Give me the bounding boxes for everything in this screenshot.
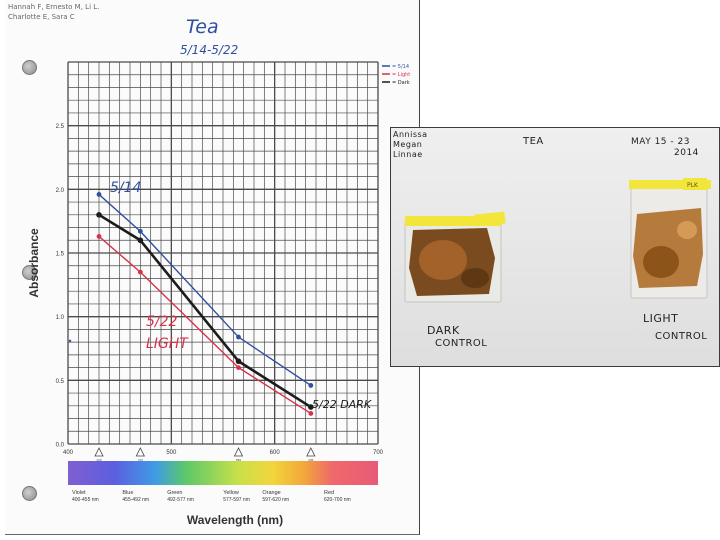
legend-entry: = Dark [392,80,410,86]
spectrum-band-range: 597-620 nm [262,497,289,503]
series-label-light: 5/22 [146,314,178,330]
x-tick-label: 400 [63,450,74,456]
spectrum-band-range: 577-597 nm [223,497,250,503]
y-tick-label: 1.0 [56,315,65,321]
data-point [308,411,314,416]
light-label-line1: LIGHT [643,312,679,325]
light-control-bag: PLK [629,178,711,299]
spectrum-band-range: 492-577 nm [167,497,194,503]
series-line-2 [98,235,312,415]
spectrum-band-range: 400-455 nm [72,497,99,503]
spectrum-band-name: Orange [262,490,280,496]
photo-date: MAY 15 - 23 [631,137,690,147]
data-point [308,383,314,388]
wavelength-marker-icon [233,447,244,457]
y-tick-label: 0.0 [56,443,65,449]
data-point [137,237,144,244]
spectrum-band-name: Blue [122,490,133,496]
chart-legend: = 5/14 = Light = Dark [382,64,410,86]
x-axis-label: Wavelength (nm) [187,513,283,527]
y-axis-label: Absorbance [27,228,41,298]
dark-control-bag [404,211,506,303]
wavelength-marker-icon [135,447,145,457]
wavelength-marker-label: 635 [308,458,313,462]
spectrum-band-name: Green [167,490,182,496]
y-tick-label: 2.0 [56,188,65,194]
data-point [236,334,241,340]
data-point [308,404,314,410]
chart-grid [67,61,379,445]
dark-label-line1: DARK [427,324,460,337]
worksheet-date-range: 5/14-5/22 [180,43,239,57]
chart-axes: 0.0 0.5 1.0 1.5 2.0 2.5 400 500 600 700 Absorbance… [27,124,384,527]
binder-hole [22,60,37,75]
photo-name-1: Annissa [393,130,428,139]
spectrum-band-range: 455-492 nm [122,497,149,503]
spectrum-color-bar [68,461,378,485]
chart-series: 5/14 5/22 LIGHT 5/22 DARK [68,180,372,416]
binder-hole [22,265,37,280]
wavelength-marker-label: 470 [138,458,143,462]
legend-entry: = 5/14 [392,64,409,70]
y-tick-label: 1.5 [56,252,65,258]
data-point [236,365,241,370]
light-label-line2: CONTROL [655,331,708,342]
series-line-3 [98,213,312,409]
x-tick-label: 700 [373,450,384,456]
spectrum-band-name: Yellow [223,490,239,496]
dark-label-line2: CONTROL [435,338,488,349]
stray-data-point [68,339,72,343]
worksheet-title: Tea [186,16,219,38]
student-names-line1: Hannah F, Ernesto M, Li L. [8,3,100,11]
data-point [235,358,242,365]
tea-bags-photo: Annissa Megan Linnae TEA MAY 15 - 23 201… [390,127,720,367]
student-names-line2: Charlotte E, Sara C [8,13,75,21]
data-point [96,192,102,197]
wavelength-marker-label: 565 [236,458,241,462]
wavelength-marker-icon [94,447,104,457]
photo-name-2: Megan [393,140,423,149]
tea-bags-illustration: PLK [404,178,711,303]
data-point [96,212,102,218]
photo-name-3: Linnae [393,150,423,159]
spectrum-band-range: 620-700 nm [324,497,351,503]
data-point [96,234,102,239]
y-tick-label: 0.5 [56,379,65,385]
photo-title: TEA [523,136,544,147]
series-line-1 [98,193,312,387]
y-tick-label: 2.5 [56,124,65,130]
series-label-514: 5/14 [110,180,141,196]
spectrum-band-name: Violet [72,490,86,496]
spectrum-band-name: Red [324,490,334,496]
x-tick-label: 600 [270,450,281,456]
binder-hole [22,486,37,501]
wavelength-marker-label: 430 [96,458,101,462]
photo-year: 2014 [674,148,699,158]
bag-tag-text: PLK [687,182,699,189]
legend-entry: = Light [392,72,410,78]
data-point [137,228,143,234]
series-label-light-word: LIGHT [146,336,189,352]
data-point [137,269,143,275]
wavelength-marker-icon [306,447,316,457]
series-label-dark: 5/22 DARK [312,398,372,411]
x-tick-label: 500 [166,450,177,456]
